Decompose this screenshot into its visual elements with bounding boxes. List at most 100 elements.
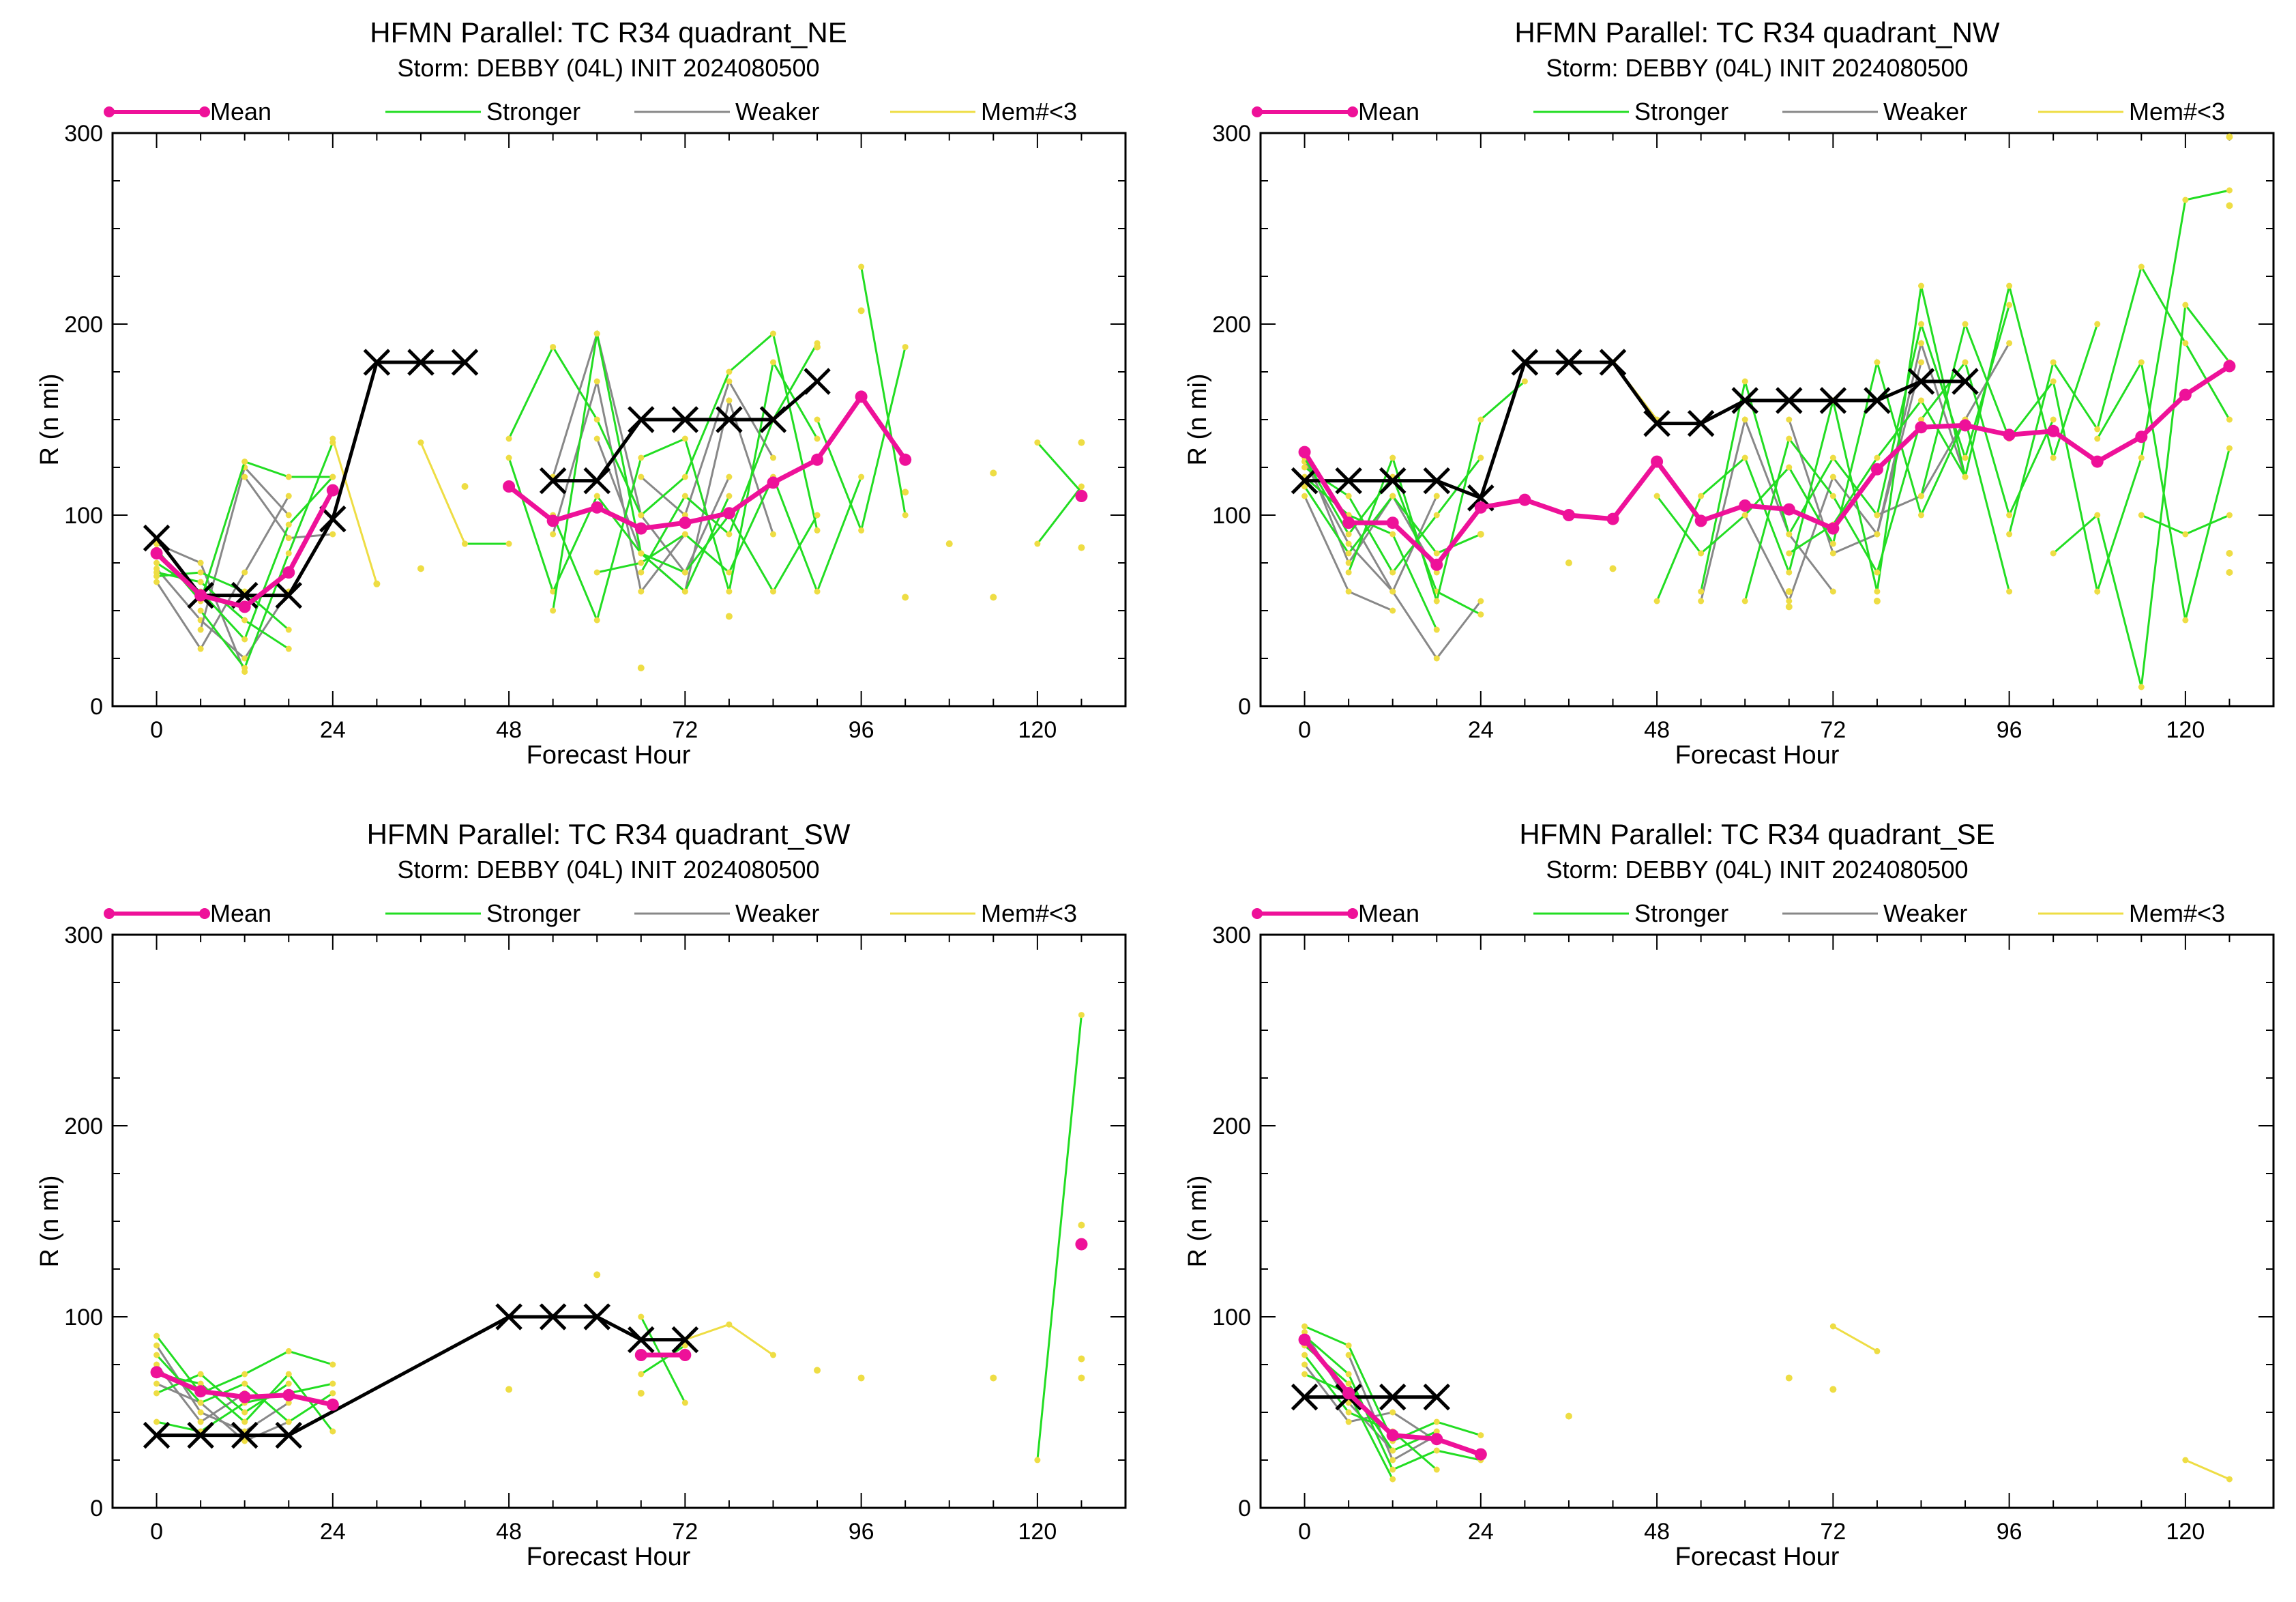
stronger-member-point [1874, 588, 1881, 595]
weaker-member-point [1345, 588, 1352, 595]
stronger-member-point [241, 458, 248, 465]
stronger-member-point [593, 569, 600, 576]
few-member-point [857, 307, 865, 315]
stronger-member-line [1788, 285, 2099, 555]
stronger-member-point [329, 474, 336, 480]
observed-marker [1511, 349, 1539, 376]
stronger-member-point [1433, 1428, 1440, 1435]
stronger-member-point [241, 636, 248, 643]
observed-marker [1643, 409, 1671, 437]
stronger-member-point [2138, 359, 2145, 366]
stronger-member-point [814, 527, 821, 534]
stronger-member-point [2094, 588, 2101, 595]
stronger-member-point [1786, 464, 1793, 471]
stronger-member-point [1433, 598, 1440, 605]
mean-point [1298, 1333, 1311, 1346]
weaker-member-point [285, 535, 292, 542]
observed-marker [495, 1303, 523, 1330]
x-tick-label: 72 [672, 717, 698, 743]
chart-title: HFMN Parallel: TC R34 quadrant_NE [370, 16, 847, 48]
legend-label: Weaker [735, 98, 819, 126]
stronger-member-point [681, 1399, 688, 1406]
stronger-member-point [1301, 1371, 1308, 1378]
x-tick-label: 0 [150, 717, 163, 743]
weaker-member-point [153, 1380, 160, 1387]
mean-point [2003, 428, 2016, 441]
x-tick-label: 48 [1644, 1519, 1670, 1545]
y-tick-label: 200 [64, 1113, 103, 1139]
few-member-line [2185, 1459, 2231, 1481]
stronger-member-point [462, 540, 469, 547]
few-member-point [505, 1386, 513, 1393]
few-member-point [1078, 439, 1085, 446]
stronger-member-point [2138, 454, 2145, 461]
stronger-member-point [1962, 474, 1969, 480]
observed-marker [231, 1421, 259, 1449]
stronger-member-point [814, 416, 821, 423]
stronger-member-point [505, 435, 512, 442]
few-member-point [1565, 1412, 1572, 1420]
legend-marker [104, 908, 115, 919]
stronger-member-point [241, 1371, 248, 1378]
mean-point [855, 390, 868, 403]
stronger-member-point [241, 1418, 248, 1425]
stronger-member-point [769, 330, 776, 337]
stronger-member-point [1917, 512, 1924, 519]
few-member-point [857, 1374, 865, 1382]
mean-point [2135, 431, 2148, 443]
x-tick-label: 48 [496, 717, 522, 743]
few-member-point [2226, 133, 2233, 141]
mean-point [1342, 516, 1355, 529]
few-member-point [1078, 1221, 1085, 1229]
x-tick-label: 0 [150, 1519, 163, 1545]
weaker-member-point [285, 493, 292, 499]
stronger-member-line [156, 476, 334, 641]
weaker-member-line [244, 476, 333, 540]
x-tick-label: 48 [1644, 717, 1670, 743]
observed-marker [1467, 484, 1495, 512]
observed-marker [1423, 467, 1451, 495]
chart-subtitle: Storm: DEBBY (04L) INIT 2024080500 [1546, 54, 1968, 82]
stronger-member-point [2182, 196, 2189, 203]
stronger-member-point [769, 588, 776, 595]
few-member-point [2226, 550, 2233, 557]
y-tick-label: 0 [1238, 1496, 1251, 1521]
few-member-point [990, 1374, 997, 1382]
mean-point [282, 566, 295, 579]
weaker-member-point [1829, 474, 1836, 480]
stronger-member-point [1477, 454, 1484, 461]
stronger-member-point [2182, 531, 2189, 538]
weaker-member-point [197, 645, 204, 652]
stronger-member-point [858, 474, 865, 480]
weaker-member-point [197, 559, 204, 566]
x-tick-label: 0 [1298, 1519, 1311, 1545]
stronger-member-point [1477, 611, 1484, 618]
legend-label: Mem#<3 [981, 98, 1077, 126]
few-member-line [684, 1323, 774, 1356]
observed-marker [539, 1303, 567, 1330]
stronger-member-line [1700, 304, 2011, 592]
stronger-member-point [1301, 483, 1308, 490]
stronger-member-point [1433, 550, 1440, 557]
stronger-member-point [2006, 512, 2013, 519]
mean-point [1739, 499, 1752, 512]
stronger-member-point [285, 1348, 292, 1354]
observed-marker [1687, 409, 1715, 437]
weaker-member-point [1345, 1399, 1352, 1406]
chart-panel-2: HFMN Parallel: TC R34 quadrant_SW Storm: … [35, 818, 1127, 1571]
stronger-member-point [1698, 550, 1705, 557]
stronger-member-point [1477, 1432, 1484, 1439]
stronger-member-point [681, 493, 688, 499]
stronger-member-point [681, 435, 688, 442]
x-tick-label: 96 [1997, 717, 2022, 743]
weaker-member-point [1786, 598, 1793, 605]
x-tick-label: 72 [1820, 717, 1846, 743]
mean-point [1342, 1387, 1355, 1399]
observed-marker [1379, 1383, 1407, 1411]
x-tick-label: 0 [1298, 717, 1311, 743]
y-axis-label: R (n mi) [1183, 1175, 1212, 1267]
stronger-member-point [1917, 282, 1924, 289]
stronger-member-point [1345, 493, 1352, 499]
weaker-member-point [769, 531, 776, 538]
stronger-member-point [2226, 512, 2233, 519]
